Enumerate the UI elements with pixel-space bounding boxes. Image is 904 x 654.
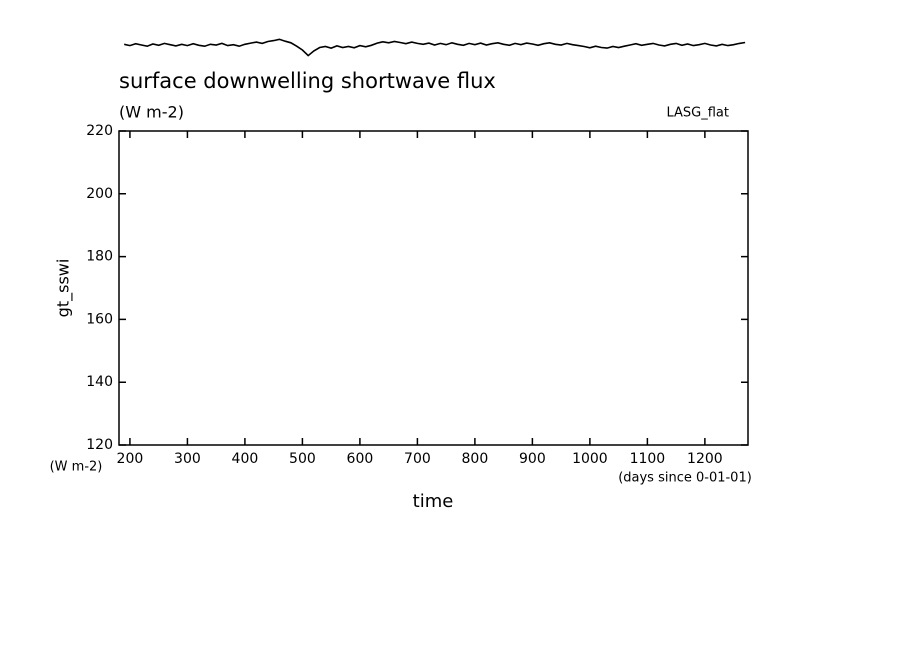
x-tick-label: 400	[232, 451, 259, 467]
x-tick-label: 500	[289, 451, 316, 467]
x-tick-label: 800	[462, 451, 489, 467]
source-label: LASG_flat	[666, 106, 729, 121]
y-tick-label: 140	[86, 374, 113, 390]
x-units-label: (days since 0-01-01)	[618, 471, 752, 486]
x-tick-label: 900	[519, 451, 546, 467]
plot-frame	[118, 130, 749, 446]
y-tick-label: 200	[86, 186, 113, 202]
x-tick-label: 1100	[630, 451, 666, 467]
x-tick-label: 700	[404, 451, 431, 467]
chart-title: surface downwelling shortwave flux	[119, 69, 496, 93]
y-tick-label: 220	[86, 123, 113, 139]
x-tick-label: 200	[117, 451, 144, 467]
x-tick-label: 300	[174, 451, 201, 467]
units-label: (W m-2)	[119, 103, 184, 122]
y-tick-label: 160	[86, 311, 113, 327]
data-line	[124, 38, 746, 57]
x-tick-label: 600	[347, 451, 374, 467]
x-axis-label: time	[413, 491, 454, 512]
y-tick-label: 180	[86, 249, 113, 265]
y-axis-label: gt_sswi	[54, 259, 74, 318]
x-tick-label: 1200	[687, 451, 723, 467]
y-units-label: (W m-2)	[50, 460, 103, 475]
y-tick-label: 120	[86, 437, 113, 453]
x-tick-label: 1000	[572, 451, 608, 467]
